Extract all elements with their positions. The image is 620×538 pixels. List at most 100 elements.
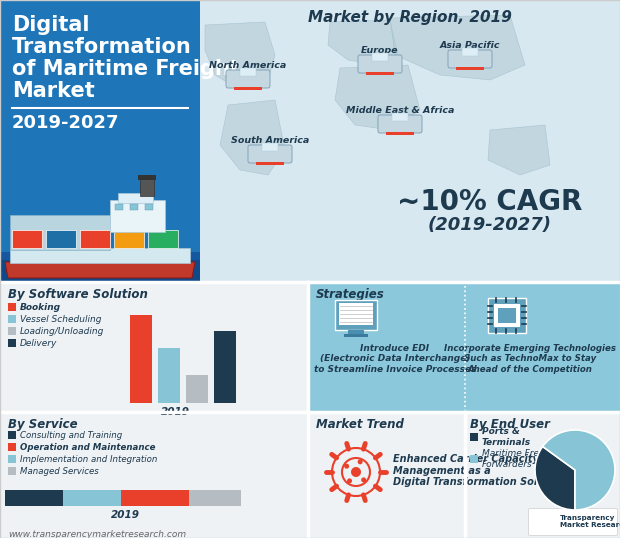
Text: Consulting and Training: Consulting and Training	[20, 430, 122, 440]
Polygon shape	[328, 20, 398, 65]
Bar	[0, 0, 200, 282]
Bar	[130, 315, 152, 403]
Bar	[0, 412, 308, 538]
Bar	[0, 252, 200, 282]
Bar	[5, 490, 63, 506]
Bar	[494, 304, 520, 327]
Text: Incorporate Emerging Technologies
Such as TechnoMax to Stay
Ahead of the Competi: Incorporate Emerging Technologies Such a…	[444, 344, 616, 374]
Circle shape	[347, 478, 352, 484]
Wedge shape	[542, 430, 615, 510]
Bar	[456, 67, 484, 70]
Text: Strategies: Strategies	[316, 288, 385, 301]
Text: Vessel Scheduling: Vessel Scheduling	[20, 315, 102, 323]
Text: Loading/Unloading: Loading/Unloading	[20, 327, 104, 336]
Polygon shape	[220, 100, 285, 175]
Polygon shape	[488, 125, 550, 175]
Text: Digital: Digital	[12, 15, 89, 35]
Bar	[145, 204, 153, 210]
Text: Implementation and Integration: Implementation and Integration	[20, 455, 157, 464]
FancyBboxPatch shape	[248, 145, 292, 163]
Bar	[498, 308, 516, 323]
Bar	[8, 327, 16, 335]
FancyBboxPatch shape	[528, 508, 618, 535]
Bar	[140, 178, 154, 196]
Circle shape	[344, 464, 349, 469]
Bar	[372, 53, 388, 61]
Bar	[262, 143, 278, 151]
Bar	[158, 348, 180, 403]
Text: Operation and Maintenance: Operation and Maintenance	[20, 442, 156, 451]
Bar	[130, 204, 138, 210]
Bar	[348, 330, 364, 334]
Text: Maritime Freight
Forwarders: Maritime Freight Forwarders	[482, 449, 557, 469]
Text: of Maritime Freight: of Maritime Freight	[12, 59, 240, 79]
Text: ~10% CAGR: ~10% CAGR	[397, 188, 583, 216]
Bar	[339, 303, 373, 325]
Bar	[189, 490, 241, 506]
Bar	[240, 68, 256, 76]
Bar	[0, 260, 200, 282]
Text: (2019-2027): (2019-2027)	[428, 216, 552, 234]
Bar	[63, 490, 121, 506]
Bar	[344, 334, 368, 337]
Text: By End User: By End User	[470, 418, 550, 431]
Bar	[186, 375, 208, 403]
Text: Transparency
Market Research: Transparency Market Research	[560, 515, 620, 528]
Polygon shape	[390, 15, 525, 80]
Bar	[465, 412, 620, 538]
Bar	[200, 0, 620, 282]
Bar	[335, 300, 377, 330]
Circle shape	[361, 477, 366, 483]
Bar	[214, 331, 236, 403]
Bar	[8, 467, 16, 475]
FancyBboxPatch shape	[448, 50, 492, 68]
FancyBboxPatch shape	[358, 55, 402, 73]
Bar	[0, 282, 308, 412]
Bar	[470, 455, 478, 463]
Bar	[12, 230, 42, 248]
Bar	[8, 455, 16, 463]
Bar	[8, 303, 16, 311]
Polygon shape	[205, 22, 275, 90]
Bar	[462, 48, 478, 56]
Bar	[114, 230, 144, 248]
Text: Asia Pacific: Asia Pacific	[440, 41, 500, 50]
Polygon shape	[335, 65, 420, 130]
Text: Managed Services: Managed Services	[20, 466, 99, 476]
Bar	[386, 132, 414, 135]
Text: Ports &
Terminals: Ports & Terminals	[482, 427, 531, 447]
Text: Europe: Europe	[361, 46, 399, 55]
Bar	[308, 412, 465, 538]
Bar	[366, 72, 394, 75]
Text: Booking: Booking	[20, 302, 61, 312]
Bar	[121, 490, 189, 506]
Bar	[10, 248, 190, 263]
Wedge shape	[535, 447, 575, 510]
Bar	[470, 433, 478, 441]
Bar	[8, 315, 16, 323]
Text: Introduce EDI
(Electronic Data Interchange)
to Streamline Invoice Processes: Introduce EDI (Electronic Data Interchan…	[314, 344, 476, 374]
FancyBboxPatch shape	[378, 115, 422, 133]
Bar	[308, 282, 620, 412]
Text: South America: South America	[231, 136, 309, 145]
Text: Middle East & Africa: Middle East & Africa	[346, 106, 454, 115]
Bar	[110, 200, 165, 232]
Text: Market Trend: Market Trend	[316, 418, 404, 431]
Text: Market: Market	[12, 81, 95, 101]
Circle shape	[351, 467, 361, 477]
Text: Transformation: Transformation	[12, 37, 192, 57]
Text: By Service: By Service	[8, 418, 78, 431]
Bar	[8, 339, 16, 347]
Text: 2019-2027: 2019-2027	[12, 114, 120, 132]
Circle shape	[358, 459, 363, 464]
Text: Market by Region, 2019: Market by Region, 2019	[308, 10, 512, 25]
Text: 2019: 2019	[560, 516, 590, 526]
Bar	[138, 175, 156, 180]
Bar	[8, 431, 16, 439]
Bar	[46, 230, 76, 248]
Bar	[148, 230, 178, 248]
Polygon shape	[5, 262, 195, 278]
Bar	[118, 193, 153, 203]
Bar	[8, 443, 16, 451]
Bar	[10, 215, 110, 250]
